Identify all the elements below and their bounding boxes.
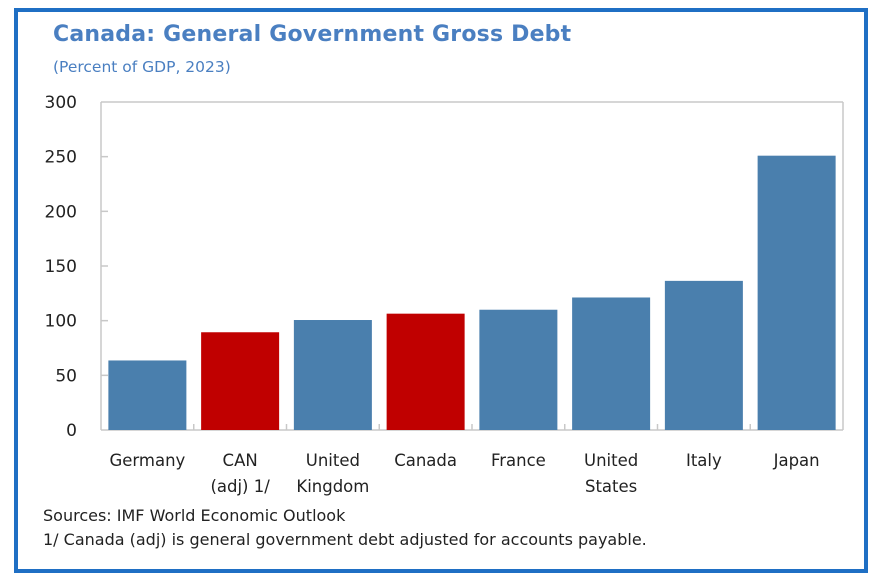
bar-france [479,309,558,430]
x-tick-label: Germany [109,451,185,470]
y-tick-label: 250 [45,148,77,168]
x-tick-label-line: States [585,477,637,496]
x-tick-label-line: United [584,451,638,470]
bar-germany [108,360,187,430]
x-tick-label-line: United [306,451,360,470]
x-tick-label-line: Japan [773,451,820,470]
bar-can-adj-1 [201,332,280,430]
x-tick-label-line: Germany [109,451,185,470]
bar-italy [664,280,743,430]
bars [108,155,836,430]
footnote: 1/ Canada (adj) is general government de… [43,530,647,549]
y-tick-label: 0 [66,421,77,441]
bar-united-kingdom [293,320,372,430]
y-tick-label: 100 [45,312,77,332]
x-tick-label-line: Kingdom [296,477,369,496]
x-tick-label-line: France [491,451,546,470]
sources-note: Sources: IMF World Economic Outlook [43,506,346,525]
y-tick-label: 200 [45,202,77,222]
bar-canada [386,313,465,430]
x-tick-label: Japan [773,451,820,470]
y-axis: 0 50 100 150 200 250 300 [45,93,108,441]
y-tick-label: 300 [45,93,77,113]
x-tick-label-line: (adj) 1/ [210,477,270,496]
chart-subtitle: (Percent of GDP, 2023) [53,58,231,76]
x-tick-label-line: CAN [223,451,258,470]
bar-united-states [572,297,651,430]
x-tick-label: United States [584,451,638,496]
chart-title: Canada: General Government Gross Debt [53,22,572,47]
bar-japan [757,155,836,430]
x-tick-label-line: Canada [394,451,457,470]
x-tick-label: France [491,451,546,470]
y-tick-label: 150 [45,257,77,277]
x-axis: Germany CAN (adj) 1/United Kingdom Canada Fra… [109,424,820,496]
x-tick-label: Italy [686,451,722,470]
x-tick-label: CAN (adj) 1/ [210,451,270,496]
x-tick-label: Canada [394,451,457,470]
y-tick-label: 50 [55,366,77,386]
x-tick-label-line: Italy [686,451,722,470]
x-tick-label: United Kingdom [296,451,369,496]
